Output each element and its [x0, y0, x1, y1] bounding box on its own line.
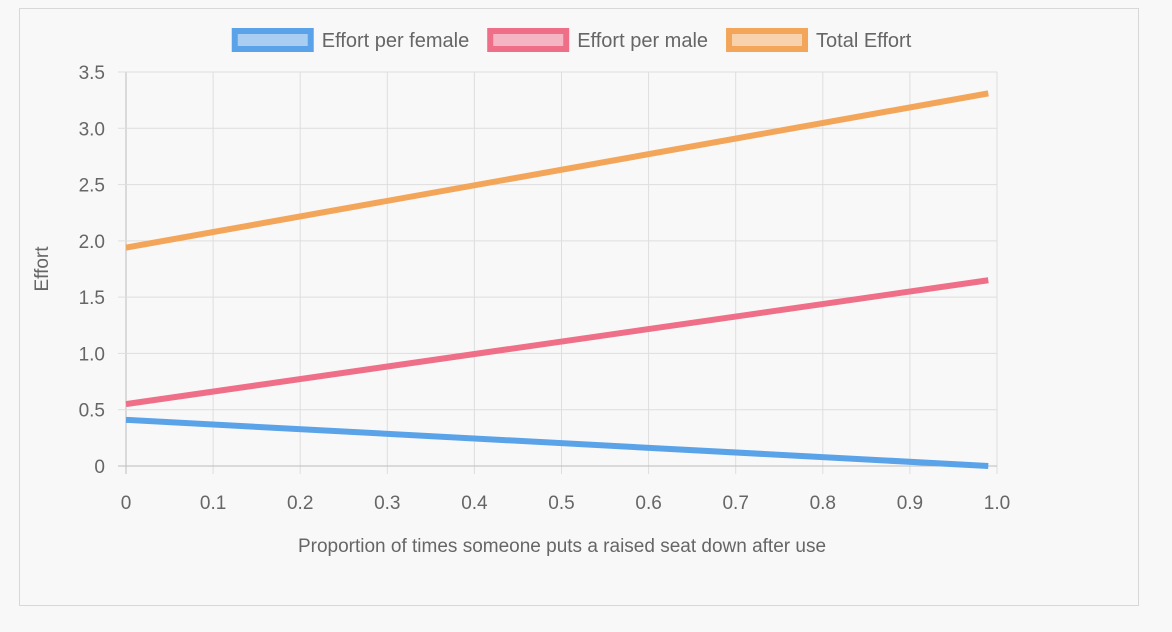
x-tick-label: 0.6 [635, 493, 661, 514]
x-tick-label: 0.2 [287, 493, 313, 514]
y-tick-label: 3.0 [79, 119, 105, 140]
chart-panel [19, 8, 1139, 606]
x-tick-label: 0.5 [548, 493, 574, 514]
x-tick-label: 0.3 [374, 493, 400, 514]
legend[interactable]: Effort per female Effort per male Total Ef… [231, 28, 912, 52]
legend-item-1[interactable]: Effort per female [231, 28, 469, 52]
y-tick-label: 3.5 [79, 63, 105, 84]
legend-label: Total Effort [816, 30, 912, 52]
series-line-3 [125, 90, 989, 251]
x-tick-label: 0 [121, 493, 132, 514]
y-tick-label: 1.5 [79, 288, 105, 309]
legend-item-3[interactable]: Total Effort [726, 28, 912, 52]
series-line-1 [125, 416, 989, 469]
legend-label: Effort per female [322, 30, 469, 52]
x-tick-label: 0.4 [461, 493, 488, 514]
legend-item-2[interactable]: Effort per male [487, 28, 708, 52]
y-tick-label: 2.0 [79, 232, 105, 253]
x-tick-label: 0.8 [810, 493, 836, 514]
x-tick-label: 0.9 [897, 493, 923, 514]
x-tick-label: 1.0 [984, 493, 1010, 514]
legend-swatch [726, 28, 809, 52]
y-tick-label: 0.5 [79, 401, 105, 422]
series-line-2 [125, 277, 989, 408]
y-tick-label: 1.0 [79, 344, 105, 365]
legend-swatch [231, 28, 314, 52]
series-lines [125, 90, 989, 469]
axes: 0 0.1 0.2 0.3 0.4 0.5 0.6 0.7 0.8 0.9 1.0 0 0.5 1.0 1.… [79, 63, 1011, 514]
grid [118, 71, 998, 474]
y-tick-label: 0 [94, 457, 105, 478]
legend-label: Effort per male [577, 30, 708, 52]
y-tick-label: 2.5 [79, 176, 105, 197]
x-tick-label: 0.1 [200, 493, 226, 514]
x-axis-title: Proportion of times someone puts a raise… [298, 536, 826, 557]
y-axis-title: Effort [32, 246, 53, 292]
legend-swatch [487, 28, 570, 52]
x-tick-label: 0.7 [722, 493, 748, 514]
